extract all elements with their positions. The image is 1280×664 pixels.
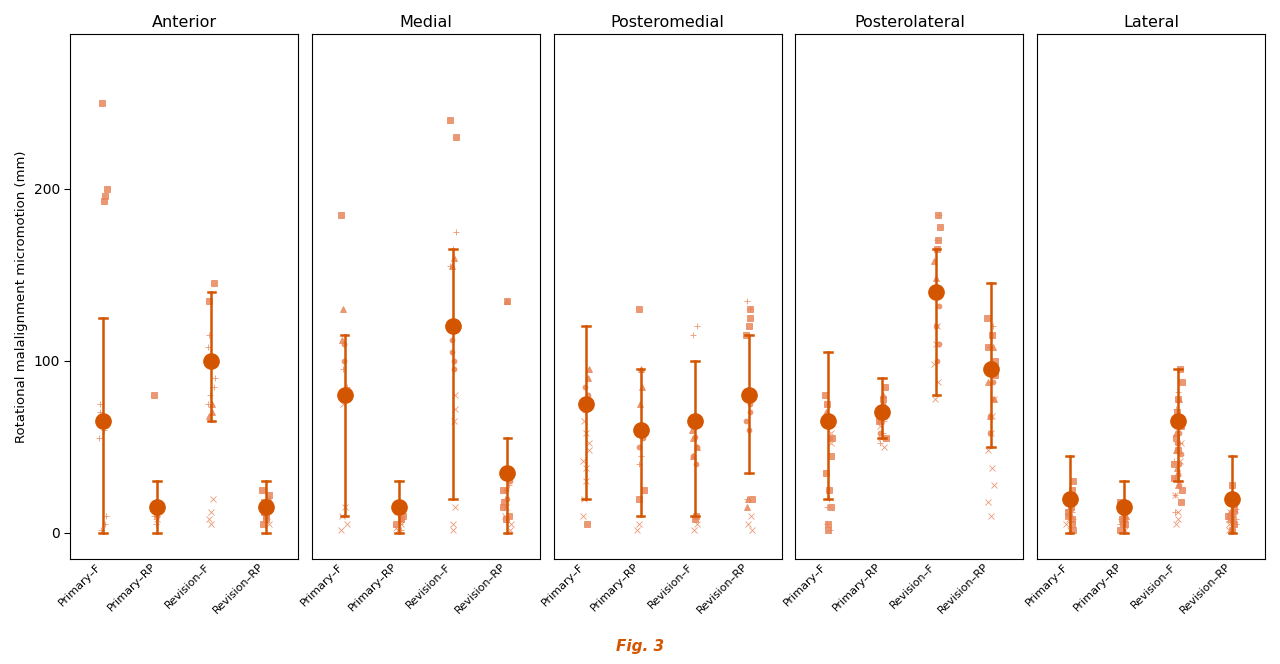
Y-axis label: Rotational malalignment micromotion (mm): Rotational malalignment micromotion (mm)	[15, 150, 28, 443]
Title: Posterolateral: Posterolateral	[854, 15, 965, 30]
Title: Anterior: Anterior	[152, 15, 216, 30]
Title: Lateral: Lateral	[1123, 15, 1179, 30]
Title: Medial: Medial	[399, 15, 452, 30]
Text: Fig. 3: Fig. 3	[616, 639, 664, 654]
Title: Posteromedial: Posteromedial	[611, 15, 724, 30]
